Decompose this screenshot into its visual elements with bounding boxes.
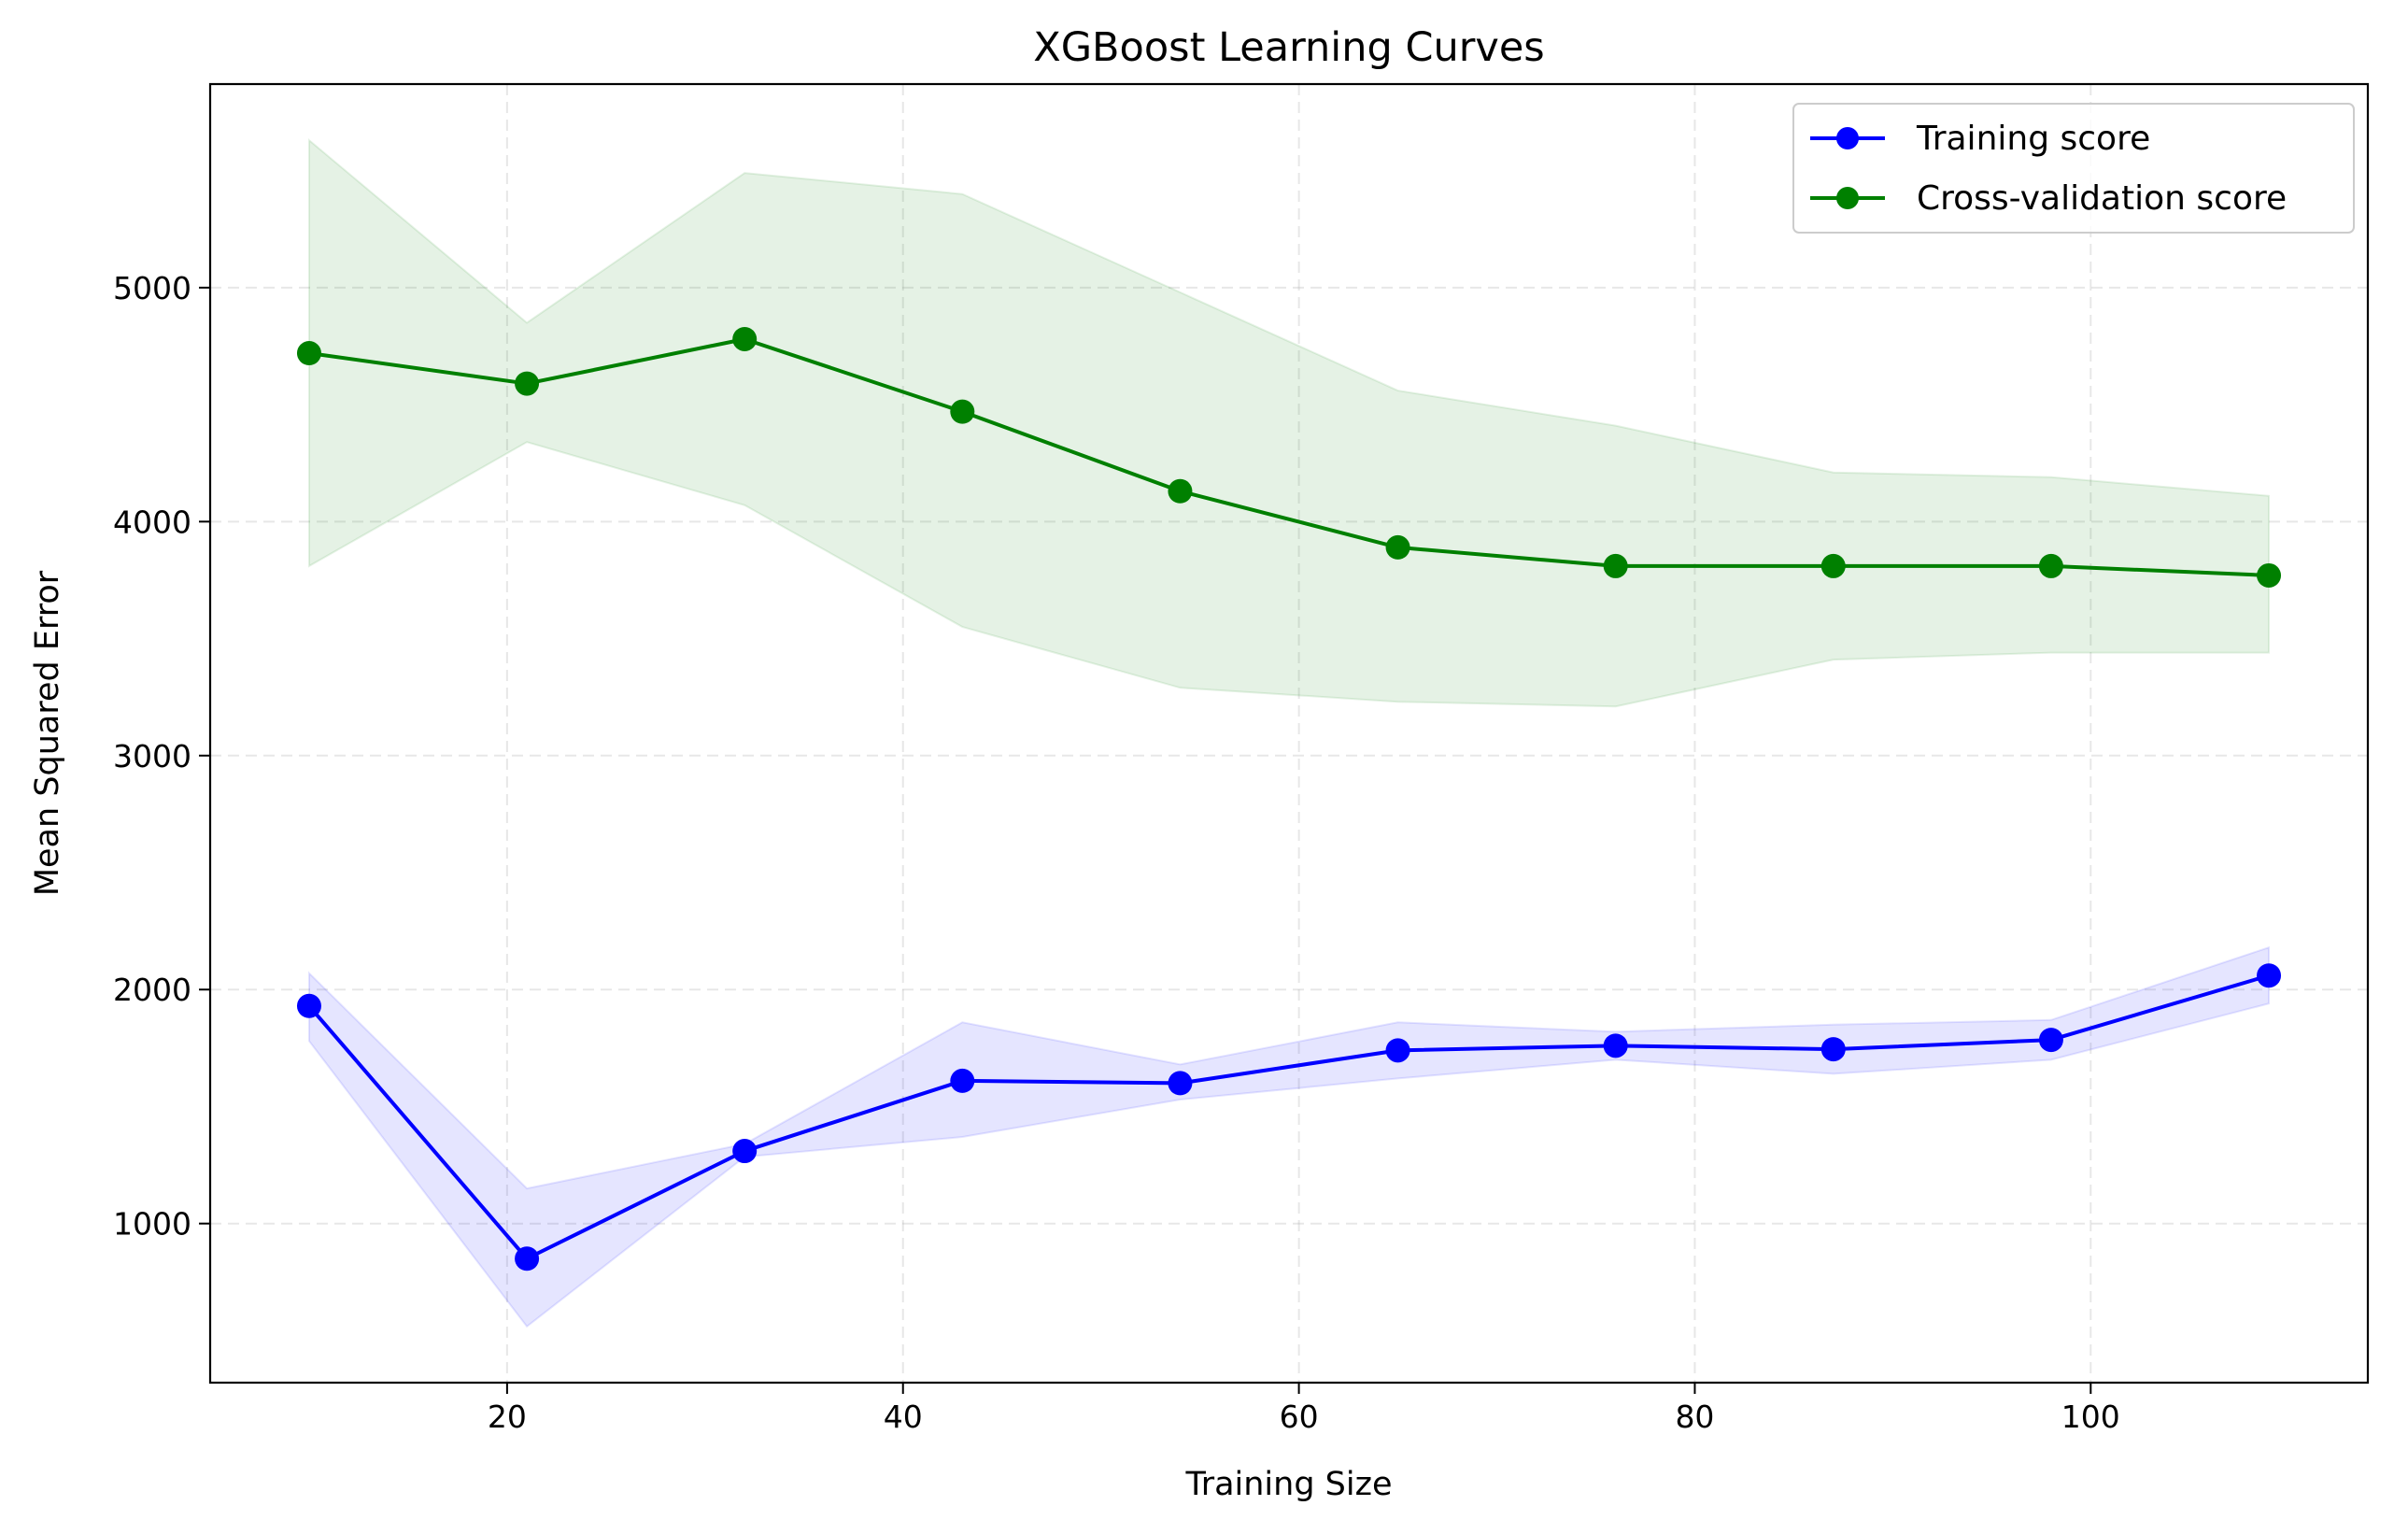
point-training (950, 1068, 975, 1093)
series-markers (296, 326, 2282, 1271)
point-cross-validation (1820, 553, 1846, 578)
point-training (2257, 963, 2282, 988)
y-axis-ticks: 1000 2000 3000 4000 5000 (113, 270, 210, 1243)
x-tick-label: 80 (1675, 1399, 1714, 1435)
legend-label-training: Training score (1916, 120, 2150, 158)
legend-box (1792, 103, 2355, 234)
y-tick-label: 2000 (113, 972, 191, 1008)
grid-lines (210, 84, 2368, 1383)
legend-marker-cross-validation (1836, 187, 1859, 209)
point-training (732, 1139, 758, 1164)
x-tick-label: 60 (1280, 1399, 1319, 1435)
y-tick-label: 4000 (113, 504, 191, 540)
x-tick-label: 20 (488, 1399, 527, 1435)
legend-label-cross-validation: Cross-validation score (1917, 179, 2287, 218)
point-cross-validation (950, 399, 975, 424)
point-training (1820, 1037, 1846, 1062)
x-axis-label: Training Size (1184, 1466, 1392, 1503)
point-training (1603, 1033, 1628, 1058)
line-cross-validation (308, 336, 2270, 577)
point-cross-validation (1385, 534, 1410, 560)
point-cross-validation (2038, 553, 2063, 578)
point-cross-validation (1168, 478, 1193, 504)
y-tick-label: 3000 (113, 738, 191, 774)
point-training (515, 1246, 540, 1271)
point-cross-validation (296, 341, 321, 366)
y-tick-label: 1000 (113, 1206, 191, 1243)
point-cross-validation (2257, 562, 2282, 588)
x-tick-label: 40 (884, 1399, 923, 1435)
point-cross-validation (1603, 553, 1628, 578)
legend: Training score Cross-validation score (1792, 103, 2355, 234)
x-axis-ticks: 20 40 60 80 100 (488, 1383, 2120, 1435)
point-training (296, 993, 321, 1018)
legend-marker-training (1836, 127, 1859, 149)
chart-title: XGBoost Learning Curves (1033, 24, 1544, 71)
point-training (1385, 1038, 1410, 1063)
y-tick-label: 5000 (113, 270, 191, 306)
point-cross-validation (732, 326, 758, 351)
point-training (2038, 1028, 2063, 1053)
x-tick-label: 100 (2061, 1399, 2120, 1435)
point-cross-validation (515, 371, 540, 396)
band-training (307, 945, 2271, 1328)
line-training (307, 973, 2270, 1261)
series-lines (307, 336, 2270, 1261)
y-axis-label: Mean Squared Error (29, 570, 66, 896)
plot-area-frame (208, 82, 2370, 1385)
point-training (1168, 1071, 1193, 1096)
